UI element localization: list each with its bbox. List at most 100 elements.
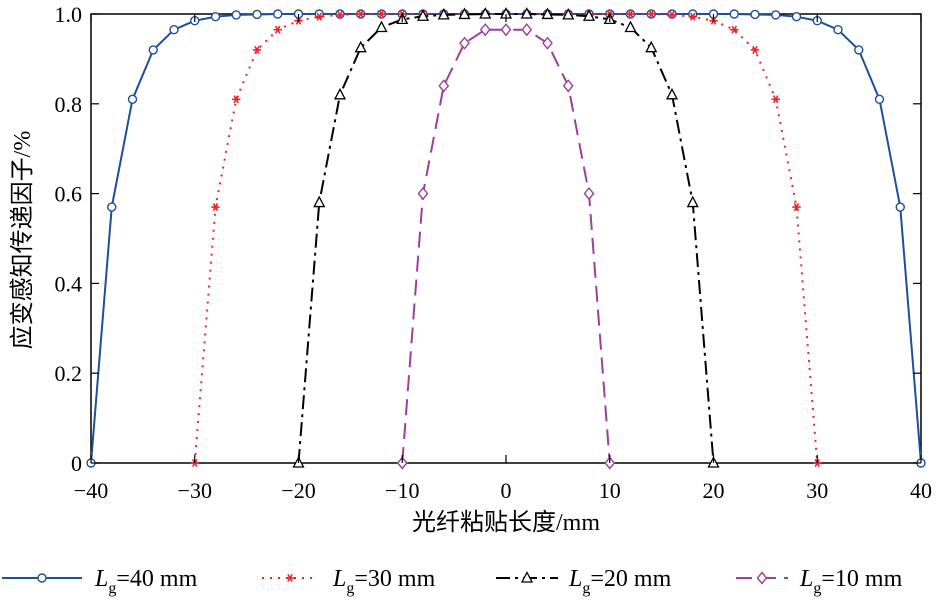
x-tick-label: −30 (178, 478, 212, 503)
data-point (521, 23, 533, 37)
x-tick-label: −40 (74, 478, 108, 503)
legend-marker (37, 573, 47, 583)
data-point (771, 95, 780, 104)
legend-suffix: =40 mm (116, 566, 197, 592)
legend-subscript: g (813, 580, 821, 597)
legend-label: Lg=40 mm (94, 566, 198, 597)
data-point (729, 9, 739, 19)
legend-entry-3: Lg=10 mm (736, 566, 903, 597)
data-point (231, 10, 241, 20)
data-point (750, 9, 760, 20)
data-point (211, 203, 220, 212)
data-point (562, 79, 574, 93)
data-point (437, 8, 450, 20)
legend-subscript: g (346, 580, 354, 597)
data-point (541, 7, 554, 20)
data-point (417, 186, 429, 201)
data-point (252, 45, 262, 54)
data-point (874, 94, 885, 105)
series-1 (190, 9, 822, 468)
y-tick-label: 0.2 (55, 361, 83, 386)
data-point (273, 25, 282, 34)
data-point (730, 25, 739, 34)
legend-label: Lg=30 mm (332, 566, 436, 597)
series-2 (292, 7, 720, 468)
legend: Lg=40 mm Lg=30 mm Lg=20 mm Lg=10 mm (2, 566, 903, 597)
data-point (313, 195, 326, 208)
data-point (542, 36, 553, 50)
x-tick-label: −10 (385, 478, 419, 503)
data-point (833, 25, 843, 35)
data-point (210, 11, 221, 22)
data-point (645, 40, 658, 53)
data-point (562, 8, 575, 20)
data-point (791, 11, 802, 22)
data-point (459, 36, 470, 50)
x-tick-label: −20 (281, 478, 315, 503)
y-tick-label: 0.4 (55, 271, 83, 296)
legend-marker (520, 571, 534, 583)
data-point (335, 10, 345, 19)
legend-suffix: =30 mm (354, 566, 435, 592)
data-point (315, 12, 324, 21)
y-axis-label: 应变感知传递因子/% (9, 131, 36, 350)
y-tick-label: 0.6 (55, 182, 83, 207)
plot-area-frame (90, 13, 922, 464)
legend-marker (756, 571, 768, 585)
legend-label: Lg=20 mm (568, 566, 672, 597)
legend-name: L (94, 566, 108, 592)
legend-name: L (332, 566, 346, 592)
data-point (479, 23, 491, 37)
data-point (458, 7, 471, 20)
data-point (438, 79, 450, 93)
series-line-3 (401, 28, 611, 464)
ticks-layer: −40 −30 −20 −10 0 10 20 30 40 0 0.2 0.4 0.6 0.8 1.0 (55, 2, 933, 503)
data-point (356, 9, 365, 19)
legend-subscript: g (582, 580, 590, 597)
legend-name: L (799, 566, 813, 592)
legend-name: L (568, 566, 582, 592)
data-point (377, 9, 386, 19)
legend-entry-1: Lg=30 mm (262, 566, 436, 597)
legend-label: Lg=10 mm (799, 566, 903, 597)
series-line-2 (297, 13, 715, 464)
data-point (416, 9, 430, 21)
x-tick-label: 40 (910, 478, 932, 503)
data-point (895, 202, 905, 212)
series-line-0 (90, 13, 922, 464)
y-tick-label: 0.8 (55, 92, 83, 117)
data-point (686, 195, 699, 208)
y-tick-label: 0 (71, 451, 82, 476)
legend-suffix: =20 mm (590, 566, 671, 592)
data-point (750, 45, 760, 54)
data-point (333, 87, 347, 100)
x-tick-label: 30 (806, 478, 828, 503)
data-point (626, 9, 635, 19)
data-point (792, 203, 801, 212)
data-point (520, 7, 533, 19)
data-point (771, 10, 781, 20)
x-tick-label: 10 (599, 478, 621, 503)
data-point (479, 7, 492, 19)
data-point (665, 87, 679, 100)
data-point (375, 20, 388, 33)
data-point (688, 12, 697, 21)
data-point (854, 45, 864, 55)
data-point (583, 186, 595, 201)
x-tick-label: 20 (703, 478, 725, 503)
y-tick-label: 1.0 (55, 2, 83, 27)
data-point (169, 25, 179, 35)
legend-subscript: g (108, 580, 116, 597)
legend-suffix: =10 mm (821, 566, 902, 592)
series-line-1 (193, 13, 819, 464)
data-point (500, 23, 512, 37)
data-point (582, 9, 596, 21)
data-point (107, 202, 117, 212)
x-tick-label: 0 (501, 478, 512, 503)
series-layer (86, 7, 926, 470)
data-point (232, 95, 241, 104)
data-point (252, 9, 262, 20)
data-point (273, 9, 283, 19)
x-axis-label: 光纤粘贴长度/mm (412, 509, 600, 536)
